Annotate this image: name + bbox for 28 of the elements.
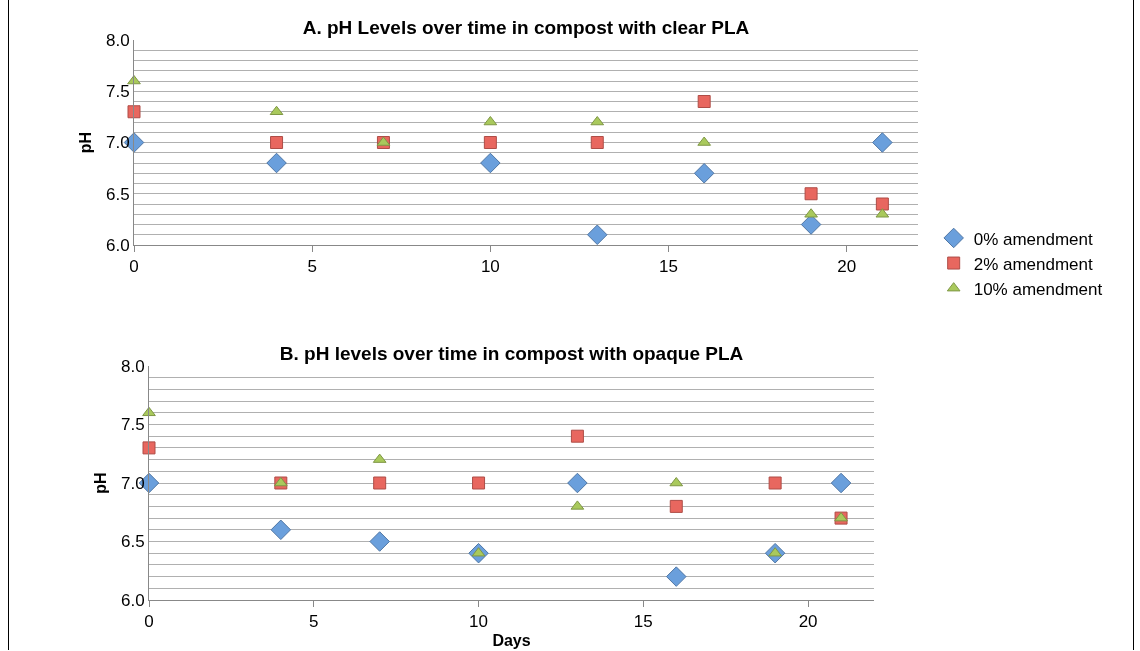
- y-tick-label: 7.0: [105, 133, 130, 153]
- y-tick-label: 6.0: [120, 590, 145, 610]
- y-tick-label: 7.5: [105, 82, 130, 102]
- x-tick-label: 10: [469, 612, 489, 632]
- legend-label: 10% amendment: [973, 279, 1103, 299]
- y-axis-title: pH: [91, 472, 109, 494]
- x-tick-label: 15: [633, 612, 653, 632]
- x-tick-label: 0: [129, 257, 139, 277]
- chart-title: B. pH levels over time in compost with opaque PLA: [279, 343, 744, 364]
- legend-label: 0% amendment: [973, 229, 1094, 249]
- x-tick-label: 15: [659, 257, 679, 277]
- x-tick-label: 5: [309, 612, 319, 632]
- y-tick-label: 6.5: [105, 184, 130, 204]
- y-tick-label: 6.5: [120, 532, 145, 552]
- x-tick-label: 5: [307, 257, 317, 277]
- y-tick-label: 7.0: [120, 473, 145, 493]
- x-axis-title: Days: [492, 632, 531, 650]
- x-tick-label: 20: [837, 257, 857, 277]
- y-tick-label: 8.0: [120, 356, 145, 376]
- y-tick-label: 8.0: [105, 30, 130, 50]
- y-tick-label: 7.5: [120, 415, 145, 435]
- x-tick-label: 0: [144, 612, 154, 632]
- y-tick-label: 6.0: [105, 235, 130, 255]
- x-tick-label: 10: [480, 257, 500, 277]
- y-axis-title: pH: [76, 131, 94, 154]
- legend-label: 2% amendment: [973, 254, 1094, 274]
- chart-title: A. pH Levels over time in compost with clear PLA: [302, 17, 750, 38]
- x-tick-label: 20: [798, 612, 818, 632]
